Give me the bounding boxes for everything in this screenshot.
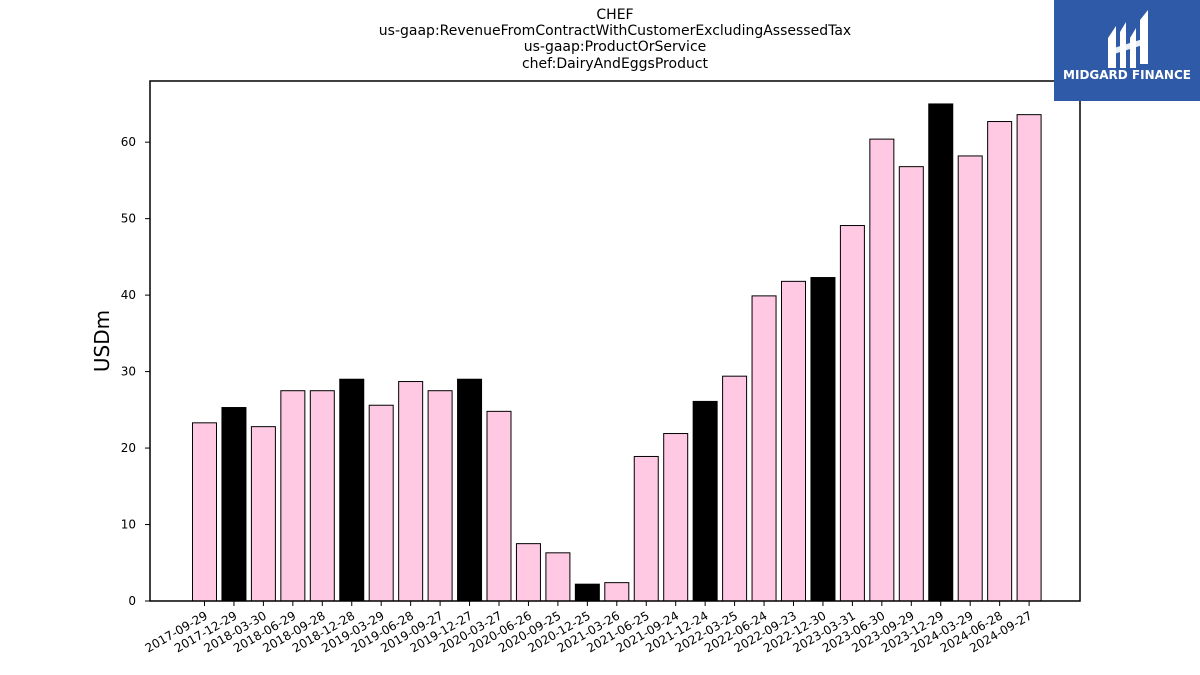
bar [898, 166, 924, 602]
y-tick-label: 30 [121, 365, 136, 379]
y-tick-label: 50 [121, 212, 136, 226]
bar [545, 552, 571, 602]
bar [781, 280, 806, 602]
bar [1016, 114, 1042, 602]
bars-group [192, 103, 1042, 602]
y-tick-label: 10 [121, 518, 136, 532]
bar [869, 138, 895, 602]
title-line-3: us-gaap:ProductOrService [523, 39, 707, 55]
bar [221, 407, 247, 602]
bar [604, 582, 630, 602]
bar [957, 155, 983, 602]
bar [633, 455, 659, 602]
bar [250, 426, 276, 602]
bar [928, 103, 954, 602]
plot-frame [149, 80, 1081, 602]
title-line-2: us-gaap:RevenueFromContractWithCustomerE… [378, 23, 852, 39]
bar [398, 381, 424, 602]
title-line-1: CHEF [596, 7, 634, 23]
bar [515, 543, 541, 602]
logo-mark-icon [1108, 10, 1148, 68]
bar [663, 433, 689, 602]
y-tick-label: 40 [121, 288, 136, 302]
bar [457, 378, 483, 602]
bar [692, 400, 718, 602]
bar [810, 277, 836, 602]
bar [751, 295, 777, 602]
y-tick-label: 0 [128, 594, 136, 608]
bar [987, 121, 1013, 602]
y-tick-label: 20 [121, 441, 136, 455]
bar [368, 404, 394, 602]
bar [309, 390, 335, 602]
title-line-4: chef:DairyAndEggsProduct [521, 56, 709, 72]
logo-text: MIDGARD FINANCE [1063, 68, 1191, 82]
midgard-finance-logo: MIDGARD FINANCE [1054, 0, 1200, 101]
bar [486, 410, 512, 602]
y-axis-label: USDm [90, 310, 114, 372]
bar [192, 422, 217, 602]
bar [574, 583, 600, 602]
bar [339, 378, 365, 602]
bar [280, 390, 306, 602]
y-tick-label: 60 [121, 135, 136, 149]
bar [427, 390, 453, 602]
bar [722, 375, 748, 602]
bar [839, 225, 865, 602]
